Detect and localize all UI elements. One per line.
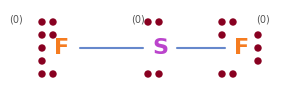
Text: F: F bbox=[234, 38, 250, 58]
Circle shape bbox=[145, 71, 151, 77]
Text: S: S bbox=[152, 38, 168, 58]
Circle shape bbox=[255, 58, 261, 64]
Circle shape bbox=[39, 32, 45, 38]
Text: (0): (0) bbox=[256, 14, 270, 24]
Circle shape bbox=[230, 19, 236, 25]
Circle shape bbox=[39, 45, 45, 51]
Circle shape bbox=[219, 32, 225, 38]
Text: (0): (0) bbox=[131, 14, 145, 24]
Circle shape bbox=[39, 58, 45, 64]
Circle shape bbox=[50, 71, 56, 77]
Text: (0): (0) bbox=[9, 14, 23, 24]
Circle shape bbox=[39, 19, 45, 25]
Text: F: F bbox=[54, 38, 70, 58]
Circle shape bbox=[50, 19, 56, 25]
Circle shape bbox=[156, 19, 162, 25]
Circle shape bbox=[50, 32, 56, 38]
Circle shape bbox=[255, 45, 261, 51]
Circle shape bbox=[156, 71, 162, 77]
Circle shape bbox=[255, 32, 261, 38]
Circle shape bbox=[219, 71, 225, 77]
Circle shape bbox=[230, 71, 236, 77]
Circle shape bbox=[145, 19, 151, 25]
Circle shape bbox=[39, 71, 45, 77]
Circle shape bbox=[219, 19, 225, 25]
